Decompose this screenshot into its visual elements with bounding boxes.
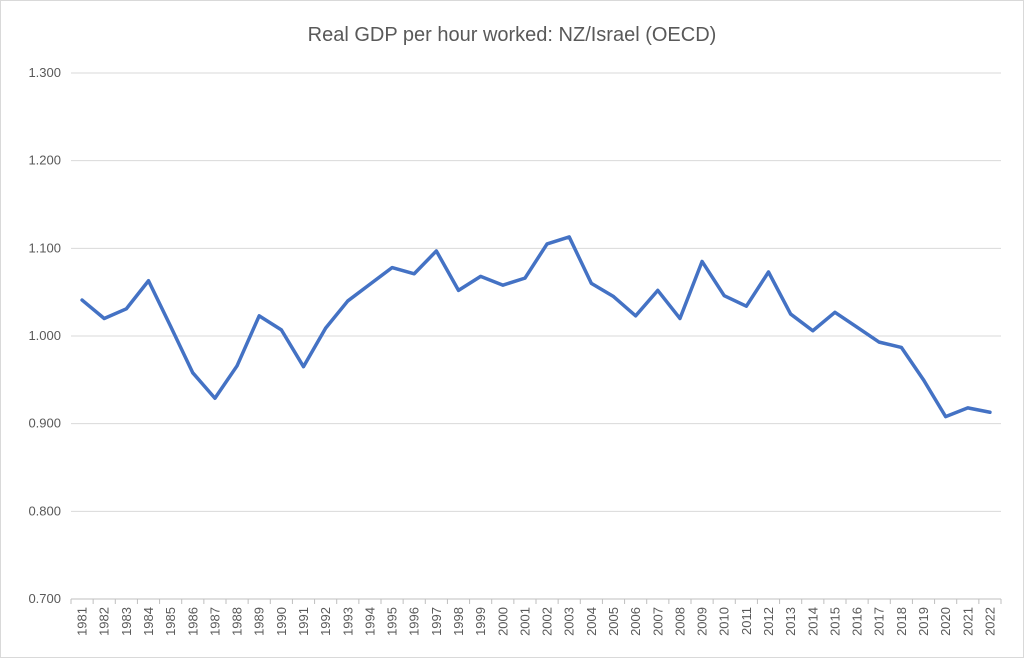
chart-title: Real GDP per hour worked: NZ/Israel (OEC…: [308, 24, 717, 46]
x-tick-label: 1988: [230, 607, 245, 636]
x-tick-label: 2004: [584, 607, 599, 636]
x-tick-label: 1984: [141, 607, 156, 636]
data-point: [722, 294, 726, 298]
x-tick-label: 2022: [982, 607, 997, 636]
x-tick-label: 1994: [362, 607, 377, 636]
data-point: [257, 314, 261, 318]
x-tick-label: 1991: [296, 607, 311, 636]
data-point: [612, 295, 615, 299]
data-point: [191, 371, 195, 375]
data-point: [833, 310, 837, 314]
data-point: [346, 299, 350, 303]
x-tick-label: 2018: [894, 607, 909, 636]
data-point: [501, 283, 505, 287]
x-tick-label: 2014: [805, 607, 820, 636]
x-tick-label: 1993: [340, 607, 355, 636]
data-point: [523, 276, 527, 280]
data-point: [678, 316, 682, 320]
x-tick-label: 2020: [938, 607, 953, 636]
x-tick-label: 1992: [318, 607, 333, 636]
y-tick-label: 1.200: [28, 153, 61, 168]
x-tick-label: 1985: [163, 607, 178, 636]
data-point: [700, 259, 704, 263]
x-tick-label: 2005: [606, 607, 621, 636]
data-point: [744, 304, 748, 308]
data-point: [944, 415, 948, 419]
x-tick-label: 1999: [473, 607, 488, 636]
x-tick-label: 1983: [119, 607, 134, 636]
data-point: [966, 406, 970, 410]
data-point: [80, 298, 84, 302]
y-tick-label: 0.800: [28, 503, 61, 518]
y-tick-label: 0.700: [28, 591, 61, 606]
x-axis: 1981 1982 1983 1984 1985 1986 1987 1988 1989 1990…: [70, 599, 1002, 636]
x-tick-label: 2008: [672, 607, 687, 636]
data-point: [279, 328, 283, 332]
x-tick-label: 2019: [916, 607, 931, 636]
data-point: [479, 274, 483, 278]
data-point: [368, 282, 372, 286]
gridlines: [71, 72, 1001, 600]
data-point: [412, 272, 416, 276]
x-tick-label: 1996: [407, 607, 422, 636]
x-tick-label: 2006: [628, 607, 643, 636]
x-tick-label: 2021: [960, 607, 975, 636]
data-point: [656, 288, 660, 292]
y-tick-label: 1.100: [28, 240, 61, 255]
x-tick-label: 1982: [97, 607, 112, 636]
x-tick-label: 2015: [827, 607, 842, 636]
x-tick-label: 1987: [207, 607, 222, 636]
y-tick-label: 0.900: [28, 416, 61, 431]
x-tick-label: 2013: [783, 607, 798, 636]
data-point: [767, 270, 770, 274]
y-axis: 0.700 0.800 0.900 1.000 1.100 1.200 1.300: [28, 65, 61, 606]
data-point: [789, 312, 793, 316]
x-tick-label: 2003: [562, 607, 577, 636]
data-point: [302, 365, 305, 369]
x-tick-label: 2001: [517, 607, 532, 636]
y-tick-label: 1.000: [28, 328, 61, 343]
data-point: [545, 242, 549, 246]
data-point: [147, 279, 150, 283]
data-point: [324, 326, 328, 330]
x-tick-label: 2016: [850, 607, 865, 636]
data-point: [567, 235, 571, 239]
series-line: [80, 235, 992, 419]
x-tick-label: 2010: [717, 607, 732, 636]
data-point: [589, 281, 593, 285]
x-tick-label: 2012: [761, 607, 776, 636]
x-tick-label: 1986: [185, 607, 200, 636]
x-tick-label: 2007: [650, 607, 665, 636]
x-tick-label: 1990: [274, 607, 289, 636]
data-point: [169, 324, 173, 328]
x-tick-label: 2000: [495, 607, 510, 636]
data-point: [634, 314, 638, 318]
data-point: [390, 266, 394, 270]
data-point: [899, 345, 903, 349]
data-point: [434, 249, 438, 253]
data-point: [855, 325, 859, 329]
x-tick-label: 2002: [540, 607, 555, 636]
x-tick-label: 1998: [451, 607, 466, 636]
data-point: [877, 340, 881, 344]
x-tick-label: 1981: [75, 607, 90, 636]
x-tick-label: 1989: [252, 607, 267, 636]
data-point: [124, 307, 128, 311]
series-layer: [80, 235, 992, 419]
x-tick-label: 1997: [429, 607, 444, 636]
x-tick-label: 2011: [739, 607, 754, 635]
data-point: [213, 396, 217, 400]
data-point: [811, 329, 815, 333]
y-tick-label: 1.300: [28, 65, 61, 80]
data-point: [235, 364, 239, 368]
data-point: [922, 378, 925, 382]
x-tick-label: 1995: [385, 607, 400, 636]
data-point: [102, 316, 106, 320]
x-tick-label: 2017: [872, 607, 887, 636]
x-tick-label: 2009: [695, 607, 710, 636]
data-point: [988, 410, 992, 414]
data-point: [457, 288, 460, 292]
